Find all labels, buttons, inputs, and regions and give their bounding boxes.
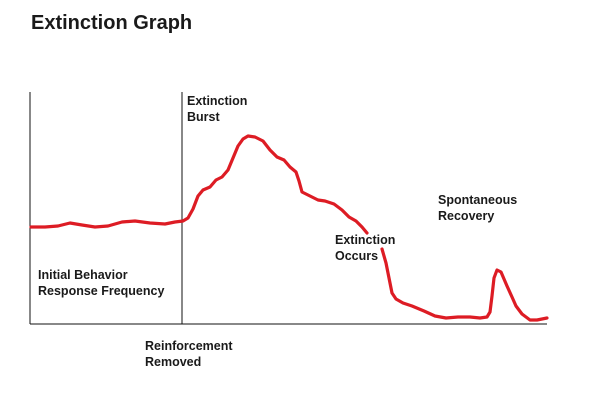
spontaneous-recovery-label: Spontaneous Recovery xyxy=(438,193,518,223)
initial-behavior-label: Initial Behavior Response Frequency xyxy=(38,268,165,298)
reinforcement-removed-label: Reinforcement Removed xyxy=(145,339,233,369)
extinction-occurs-label: Extinction Occurs xyxy=(335,233,396,263)
diagram-title: Extinction Graph xyxy=(31,12,193,34)
extinction-burst-label: Extinction Burst xyxy=(187,94,248,124)
response-curve-initial-and-burst xyxy=(29,134,369,235)
response-curve-extinction-and-recovery xyxy=(380,247,549,322)
